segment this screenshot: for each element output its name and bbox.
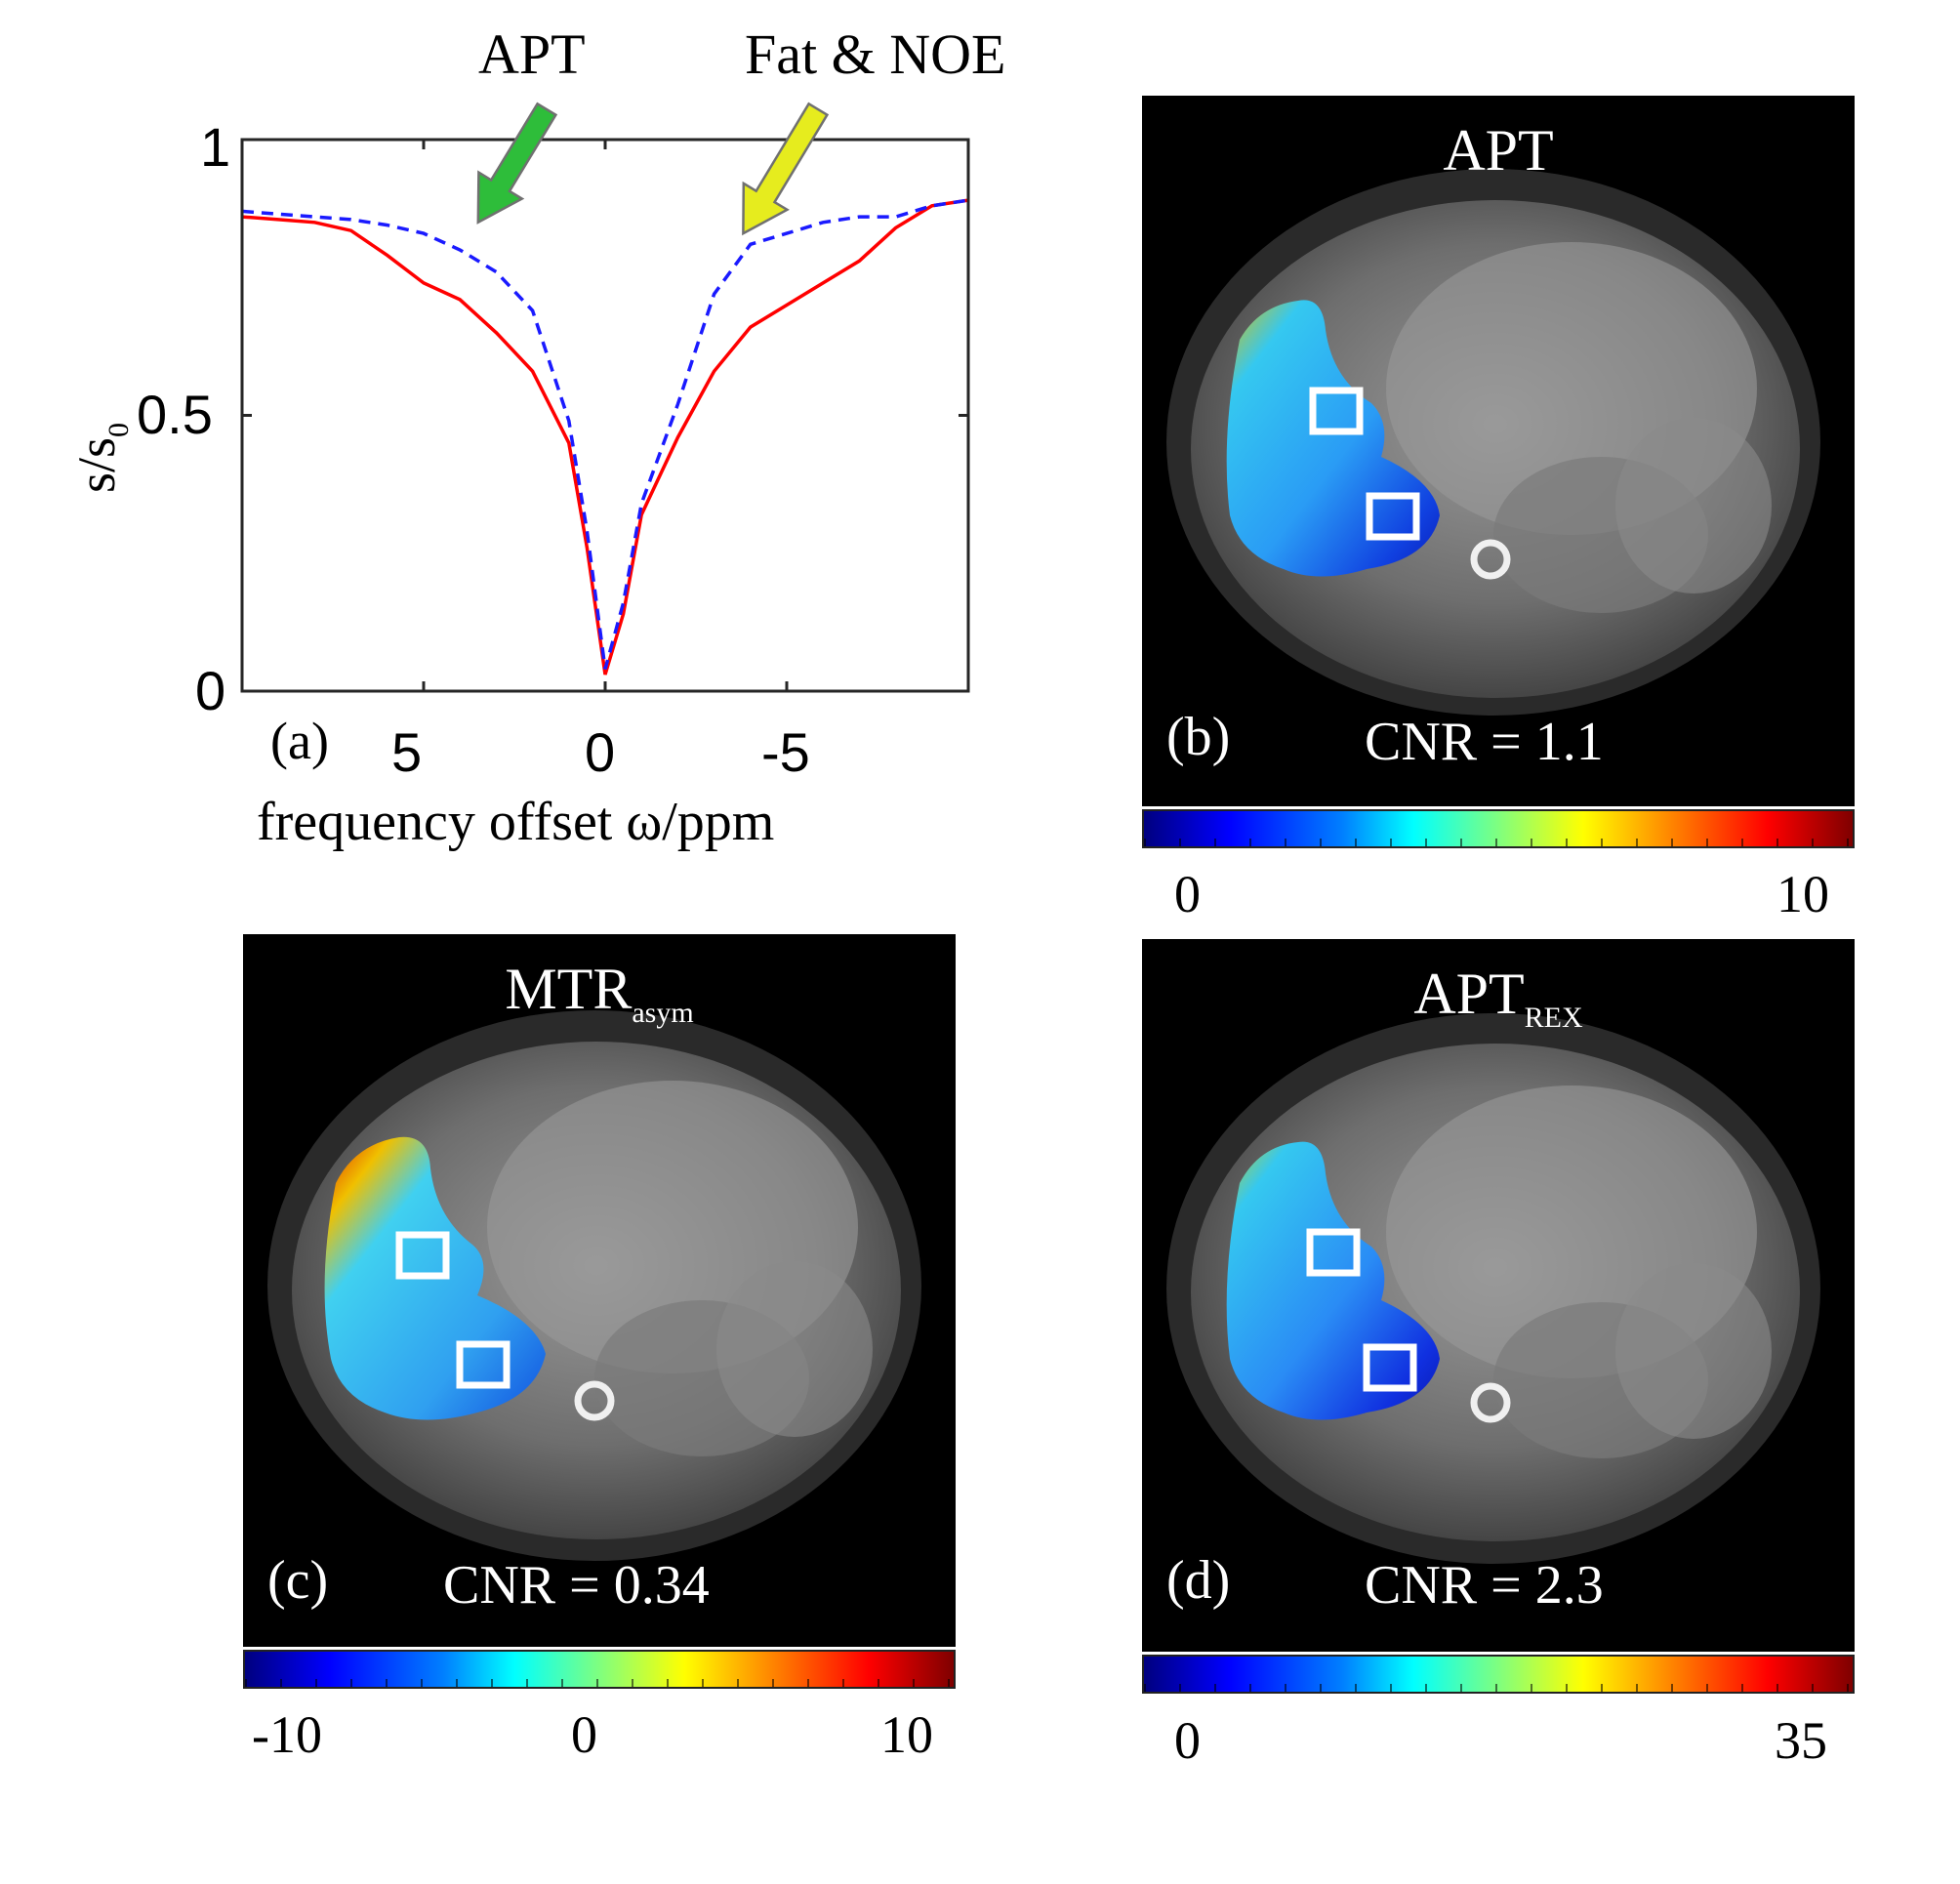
colorbar-max-label: 10 (1776, 865, 1829, 923)
panel-label-d: (d) (1166, 1550, 1231, 1611)
panel-label-b: (b) (1166, 707, 1231, 767)
colorbar-max-label: 10 (880, 1705, 933, 1764)
plot-frame (240, 138, 970, 693)
annotation-apt-label: APT (478, 22, 586, 86)
annotation-arrow (476, 102, 558, 225)
cnr-value: CNR = 0.34 (443, 1555, 710, 1616)
cnr-value: CNR = 1.1 (1365, 712, 1604, 772)
colorbar-min-label: 0 (1174, 1711, 1201, 1770)
colorbar-min-label: -10 (252, 1705, 322, 1764)
mri-slice-image (1166, 1013, 1820, 1564)
xtick-label: 5 (391, 721, 423, 783)
colorbar-max-label: 35 (1775, 1711, 1827, 1770)
panel-title: APT (1443, 118, 1554, 183)
ytick-label: 1 (200, 116, 231, 178)
mri-slice-image (1166, 169, 1820, 716)
panel-label-c: (c) (267, 1550, 329, 1611)
panel-label-a: (a) (270, 712, 329, 770)
colorbar-min-label: 0 (1174, 865, 1201, 923)
mri-slice-image (267, 1010, 921, 1561)
xtick-label: 0 (585, 721, 616, 783)
panel-title: MTRasym (505, 957, 694, 1029)
colorbar-mid-label: 0 (571, 1705, 597, 1764)
colorbar (1142, 809, 1855, 848)
ytick-label: 0 (195, 660, 226, 721)
colorbar (243, 1650, 956, 1689)
ytick-label: 0.5 (137, 384, 213, 445)
panel-c-image: MTRasym (c) CNR = 0.34 (243, 934, 956, 1647)
annotation-arrow (742, 102, 830, 236)
series-line-measured (242, 198, 968, 676)
annotation-fat-noe-label: Fat & NOE (745, 22, 1006, 86)
series-line-reference (242, 198, 968, 670)
x-axis-label: frequency offset ω/ppm (257, 792, 775, 852)
panel-title: APTREX (1413, 962, 1583, 1034)
panel-b-image: APT (b) CNR = 1.1 (1142, 96, 1855, 806)
cnr-value: CNR = 2.3 (1365, 1555, 1604, 1616)
colorbar (1142, 1655, 1855, 1694)
z-spectrum-chart (240, 102, 970, 693)
panel-d-image: APTREX (d) CNR = 2.3 (1142, 939, 1855, 1652)
xtick-label: -5 (761, 721, 810, 783)
y-axis-label: s/s0 (67, 422, 135, 493)
